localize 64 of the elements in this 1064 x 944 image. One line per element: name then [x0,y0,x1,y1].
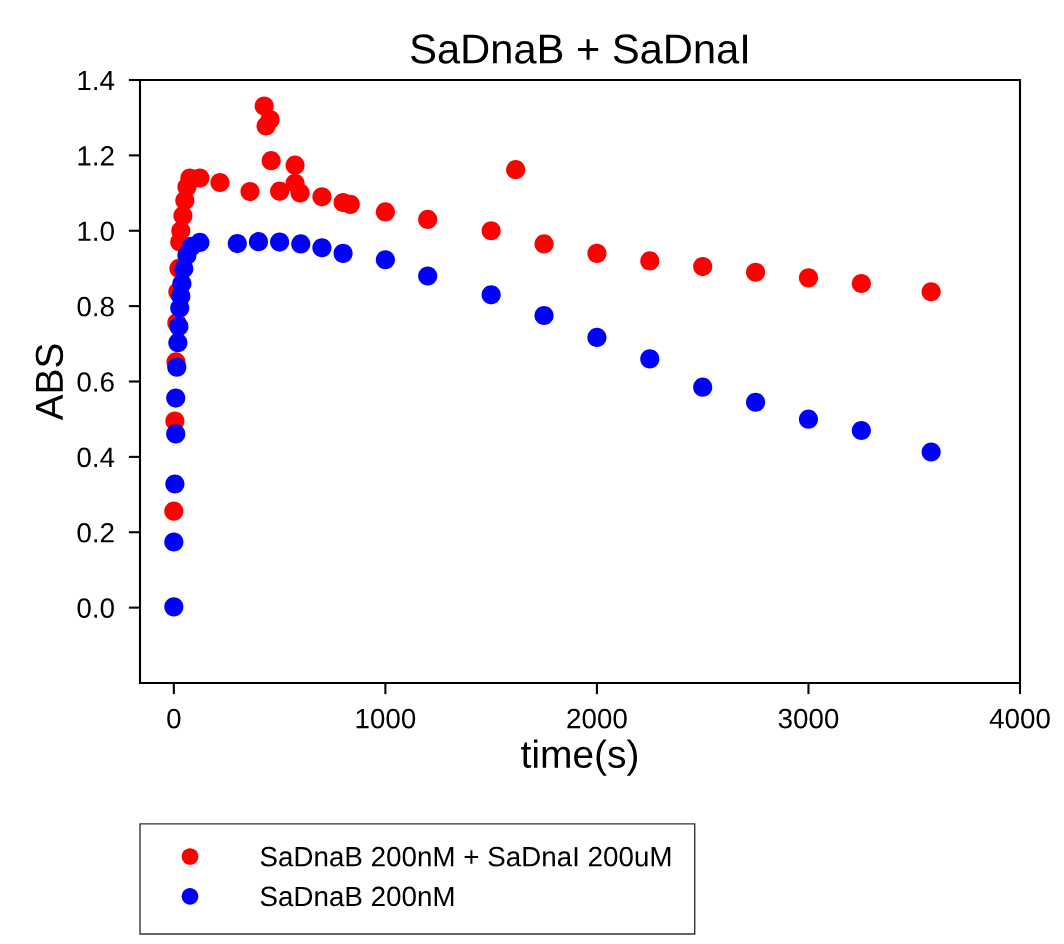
point [291,234,311,254]
point [506,160,526,180]
x-axis-title: time(s) [521,739,637,776]
point [290,183,310,203]
legend-label: SaDnaB 200nM [260,886,454,907]
point [210,172,230,193]
y-tick-label: 1.2 [78,146,114,166]
x-tick-label: 0 [167,708,181,729]
point [312,238,332,258]
point [260,110,280,130]
x-tick-label: 2000 [567,708,627,729]
point [921,282,941,302]
point [168,333,188,353]
x-tick-label: 4000 [989,708,1050,729]
y-tick-label: 0.4 [77,447,115,468]
point [693,256,713,277]
point [312,187,332,207]
point [261,151,281,171]
point [270,232,290,252]
point [227,233,247,254]
x-tick-label: 3000 [778,708,839,729]
point [587,243,607,263]
point [165,474,185,494]
point [285,155,305,175]
point [167,357,187,377]
y-tick-label: 0.0 [77,598,114,618]
point [587,327,607,347]
point [481,221,501,241]
point [640,349,660,369]
point [166,388,186,408]
point [534,305,554,326]
y-axis-title: ABS [35,344,64,421]
y-tick-label: 1.4 [78,70,115,91]
point [240,181,260,202]
point [418,266,438,286]
point [798,268,819,288]
point [166,424,186,444]
y-tick-label: 0.8 [77,296,114,317]
point [693,377,713,397]
point [190,232,210,253]
point [481,285,501,305]
point [534,234,554,254]
y-tick-label: 0.6 [77,372,114,392]
point [746,262,766,282]
y-tick-label: 1.0 [78,221,114,242]
point [375,250,395,270]
point [798,409,819,429]
point [164,597,184,617]
point [746,392,766,412]
point [248,232,269,252]
chart-title: SaDnaB + SaDnaI [411,34,747,64]
point [640,251,660,271]
point [164,532,184,552]
y-tick-label: 0.2 [77,522,114,543]
x-tick-label: 1000 [356,708,416,729]
point [921,442,941,462]
point [418,209,438,230]
point [851,420,871,441]
point [333,243,353,263]
point [851,273,871,294]
point [164,501,184,521]
legend-label: SaDnaB 200nM + SaDnaI 200uM [260,846,671,867]
point [270,181,290,201]
point [375,202,395,222]
